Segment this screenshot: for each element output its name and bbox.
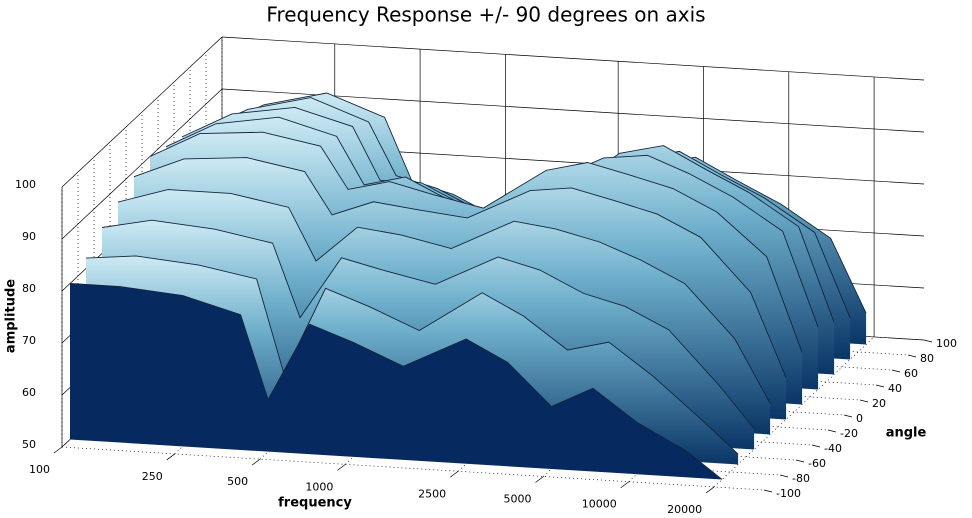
x-tick-mark bbox=[705, 486, 715, 494]
y-tick-mark bbox=[891, 369, 901, 373]
x-tick-mark bbox=[337, 464, 346, 471]
slice-line bbox=[117, 189, 771, 404]
z-tick-label: 100 bbox=[15, 178, 36, 191]
z-axis-label: amplitude bbox=[4, 279, 19, 353]
x-tick-mark bbox=[620, 481, 629, 488]
y-tick-label: -80 bbox=[792, 472, 810, 485]
y-tick-label: 60 bbox=[904, 367, 918, 380]
y-tick-mark bbox=[859, 399, 869, 403]
z-tick-label: 70 bbox=[22, 334, 36, 347]
slice-line bbox=[133, 157, 787, 379]
y-tick-mark bbox=[843, 414, 853, 418]
y-tick-mark bbox=[875, 384, 885, 388]
x-tick-mark bbox=[449, 470, 459, 478]
back-wall-grid-line bbox=[221, 88, 925, 133]
y-tick-label: 0 bbox=[856, 412, 863, 425]
x-tick-mark bbox=[535, 476, 544, 483]
x-tick-label: 20000 bbox=[667, 503, 702, 516]
y-tick-label: 40 bbox=[888, 382, 902, 395]
side-wall-grid-line bbox=[61, 36, 223, 188]
y-tick-mark bbox=[923, 339, 933, 343]
slice-fill bbox=[70, 283, 723, 480]
slice-line bbox=[149, 131, 803, 353]
y-tick-label: 100 bbox=[936, 337, 957, 350]
y-tick-mark bbox=[779, 474, 789, 478]
x-tick-label: 100 bbox=[29, 463, 50, 476]
y-tick-label: -40 bbox=[824, 442, 842, 455]
slice-line bbox=[101, 219, 755, 429]
y-tick-mark bbox=[827, 429, 837, 433]
y-tick-mark bbox=[811, 444, 821, 448]
y-tick-label: -60 bbox=[808, 457, 826, 470]
y-tick-mark bbox=[763, 489, 773, 493]
y-tick-mark bbox=[907, 354, 917, 358]
x-tick-mark bbox=[166, 453, 175, 461]
y-axis-label: angle bbox=[886, 426, 927, 441]
slice-line bbox=[85, 255, 739, 455]
z-tick-label: 60 bbox=[22, 386, 36, 399]
z-tick-label: 80 bbox=[22, 282, 36, 295]
x-tick-mark bbox=[251, 458, 261, 466]
x-tick-label: 10000 bbox=[582, 498, 617, 511]
y-tick-label: -100 bbox=[776, 487, 801, 500]
y-tick-label: -20 bbox=[840, 427, 858, 440]
back-wall-grid-line bbox=[221, 36, 925, 81]
y-tick-label: 80 bbox=[920, 352, 934, 365]
y-tick-label: 20 bbox=[872, 397, 886, 410]
x-tick-label: 2500 bbox=[418, 487, 446, 500]
x-axis-label: frequency bbox=[278, 496, 352, 511]
floor-grid-line bbox=[713, 336, 875, 488]
x-tick-label: 1000 bbox=[305, 480, 333, 493]
chart-title: Frequency Response +/- 90 degrees on axi… bbox=[266, 3, 705, 27]
x-tick-label: 250 bbox=[142, 470, 163, 483]
z-tick-label: 50 bbox=[22, 438, 36, 451]
x-tick-label: 500 bbox=[227, 475, 248, 488]
z-tick-label: 90 bbox=[22, 230, 36, 243]
x-tick-label: 5000 bbox=[503, 492, 531, 505]
slice-line bbox=[69, 283, 723, 480]
x-tick-mark bbox=[53, 446, 63, 454]
y-tick-mark bbox=[795, 459, 805, 463]
